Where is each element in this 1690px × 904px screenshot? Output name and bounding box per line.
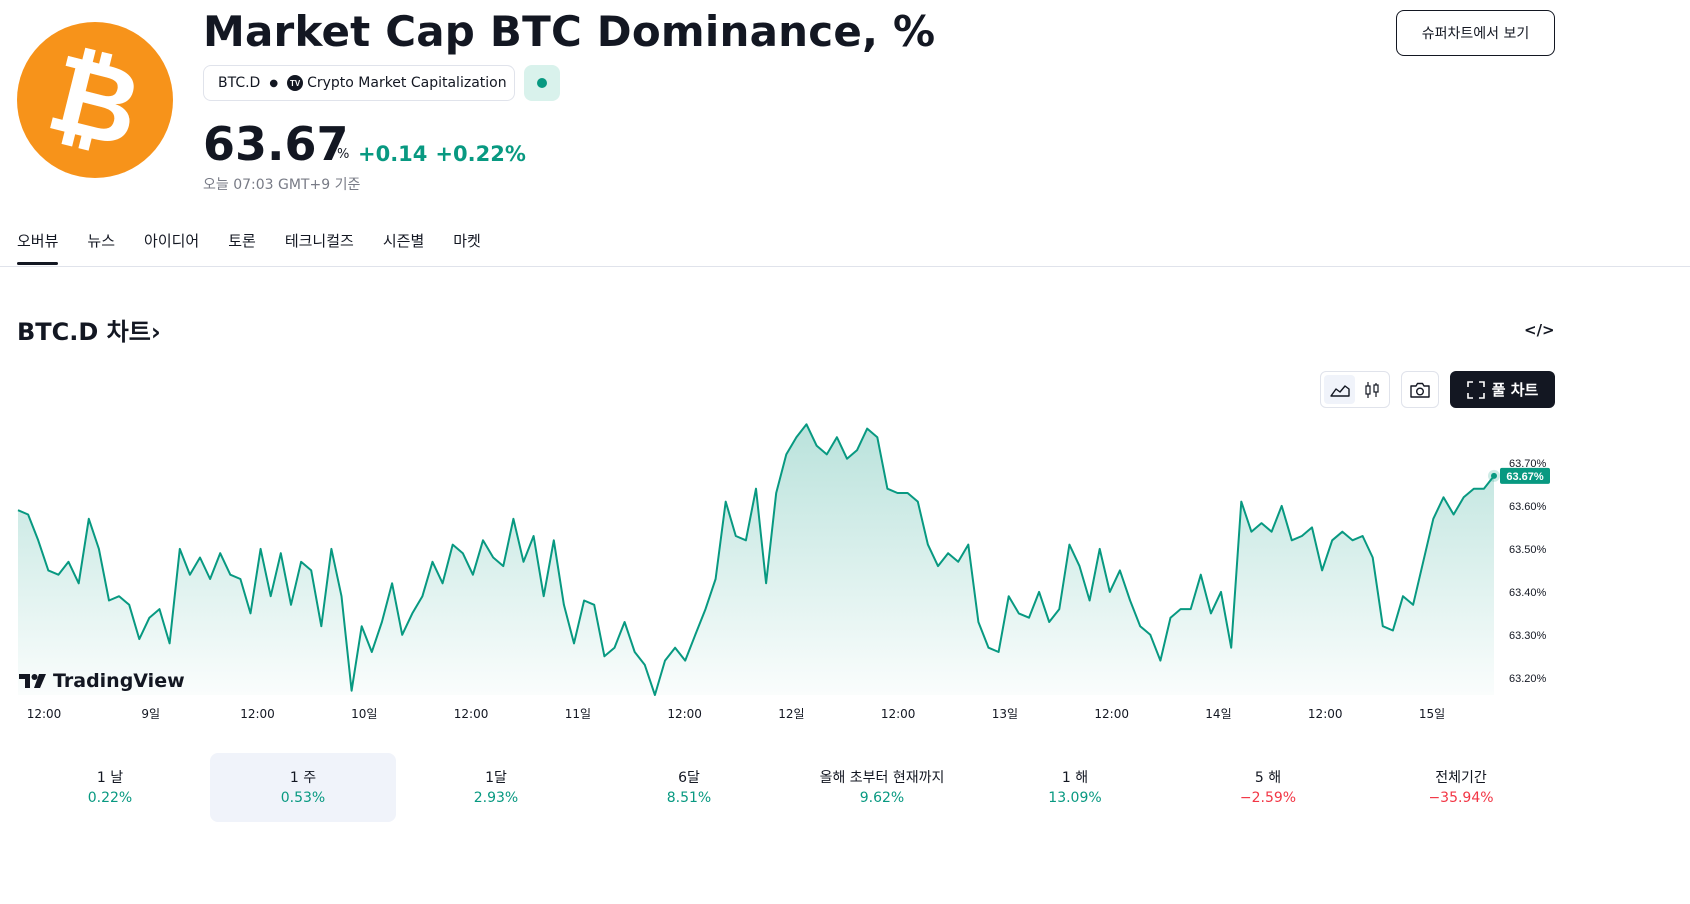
- full-chart-label: 풀 차트: [1491, 381, 1539, 399]
- x-tick-label: 11일: [565, 707, 591, 721]
- price-unit: %: [337, 147, 350, 162]
- period-7[interactable]: 전체기간 −35.94%: [1368, 753, 1554, 822]
- camera-icon: [1410, 382, 1430, 398]
- y-tick-label: 63.60%: [1509, 501, 1547, 513]
- x-tick-label: 12일: [778, 707, 804, 721]
- supercharts-button[interactable]: 슈퍼차트에서 보기: [1396, 10, 1555, 56]
- period-value: −2.59%: [1239, 790, 1297, 806]
- area-chart-icon: [1329, 384, 1350, 397]
- period-0[interactable]: 1 날 0.22%: [17, 753, 203, 822]
- x-tick-label: 9일: [141, 707, 160, 721]
- period-label: 5 해: [1254, 770, 1282, 786]
- period-label: 1 주: [289, 770, 317, 786]
- period-4[interactable]: 올해 초부터 현재까지 9.62%: [789, 753, 975, 822]
- period-value: 0.53%: [280, 790, 326, 806]
- tabs-divider: [0, 266, 1690, 267]
- price-change: +0.14 +0.22%: [358, 140, 526, 168]
- period-label: 1달: [485, 770, 507, 786]
- watermark-text: TradingView: [53, 670, 185, 692]
- period-value: −35.94%: [1428, 790, 1494, 806]
- as-of-time: 오늘 07:03 GMT+9 기준: [203, 177, 361, 193]
- x-tick-label: 14일: [1205, 707, 1231, 721]
- chart-type-toggle: [1320, 371, 1390, 408]
- snapshot-button[interactable]: [1401, 371, 1439, 408]
- tradingview-icon: TV: [287, 75, 304, 91]
- period-value: 9.62%: [859, 790, 905, 806]
- tab-seasonals[interactable]: 시즌별: [382, 232, 425, 250]
- period-value: 2.93%: [473, 790, 519, 806]
- svg-text:₿: ₿: [37, 30, 153, 173]
- price-chart[interactable]: 63.20% 63.30% 63.40% 63.50% 63.60% 63.70%63.6…: [0, 420, 1560, 730]
- y-tick-label: 63.20%: [1509, 673, 1547, 685]
- full-chart-button[interactable]: 풀 차트: [1450, 371, 1555, 408]
- bitcoin-logo-icon: ₿: [17, 22, 173, 178]
- tab-ideas[interactable]: 아이디어: [144, 232, 200, 250]
- period-label: 6달: [678, 770, 700, 786]
- x-tick-label: 10일: [351, 707, 377, 721]
- area-chart-button[interactable]: [1324, 375, 1355, 404]
- period-label: 1 해: [1061, 770, 1089, 786]
- period-6[interactable]: 5 해 −2.59%: [1175, 753, 1361, 822]
- tradingview-watermark: TradingView: [19, 670, 185, 692]
- x-tick-label: 12:00: [1308, 707, 1343, 721]
- price-value: 63.67: [203, 117, 349, 171]
- change-pct: +0.22%: [435, 142, 526, 166]
- candles-chart-button[interactable]: [1356, 375, 1387, 404]
- x-tick-label: 12:00: [881, 707, 916, 721]
- chart-section-title[interactable]: BTC.D 차트›: [17, 312, 161, 347]
- x-tick-label: 12:00: [240, 707, 275, 721]
- period-label: 올해 초부터 현재까지: [819, 770, 945, 786]
- x-tick-label: 12:00: [454, 707, 489, 721]
- performance-periods: 1 날 0.22% 1 주 0.53% 1달 2.93% 6달 8.51% 올해 초부터 현재까…: [17, 753, 1553, 822]
- y-tick-label: 63.40%: [1509, 587, 1547, 599]
- market-status-badge[interactable]: [524, 65, 560, 101]
- tab-markets[interactable]: 마켓: [453, 232, 481, 250]
- tab-news[interactable]: 뉴스: [87, 232, 116, 250]
- period-label: 전체기간: [1435, 770, 1487, 786]
- last-value-label: 63.67%: [1506, 471, 1544, 483]
- period-1[interactable]: 1 주 0.53%: [210, 753, 396, 822]
- y-tick-label: 63.50%: [1509, 544, 1547, 556]
- period-value: 13.09%: [1048, 790, 1102, 806]
- x-tick-label: 15일: [1419, 707, 1445, 721]
- symbol-ticker: BTC.D: [218, 75, 261, 91]
- x-tick-label: 12:00: [1094, 707, 1129, 721]
- tab-overview[interactable]: 오버뷰: [17, 230, 59, 265]
- x-tick-label: 12:00: [27, 707, 62, 721]
- series-line: [17, 423, 1495, 696]
- candlestick-icon: [1364, 381, 1379, 398]
- x-tick-label: 12:00: [667, 707, 702, 721]
- x-tick-label: 13일: [992, 707, 1018, 721]
- symbol-info[interactable]: BTC.D ● TV Crypto Market Capitalization: [203, 65, 515, 101]
- live-dot-icon: [537, 78, 547, 88]
- period-label: 1 날: [96, 770, 124, 786]
- fullscreen-icon: [1466, 380, 1485, 399]
- tradingview-logo-icon: [19, 674, 46, 688]
- tab-technicals[interactable]: 테크니컬즈: [284, 232, 354, 250]
- period-3[interactable]: 6달 8.51%: [596, 753, 782, 822]
- period-value: 8.51%: [666, 790, 712, 806]
- y-tick-label: 63.30%: [1509, 630, 1547, 642]
- page-title: Market Cap BTC Dominance, %: [203, 7, 936, 56]
- period-5[interactable]: 1 해 13.09%: [982, 753, 1168, 822]
- change-abs: +0.14: [358, 142, 428, 166]
- period-value: 0.22%: [87, 790, 133, 806]
- separator-dot: ●: [269, 77, 279, 89]
- last-value-tag: [1500, 467, 1550, 484]
- symbol-source: Crypto Market Capitalization: [307, 75, 507, 91]
- code-embed-icon[interactable]: </>: [1524, 321, 1555, 339]
- last-point: [1491, 472, 1497, 479]
- chart-section-title-text: BTC.D 차트: [17, 318, 151, 346]
- period-2[interactable]: 1달 2.93%: [403, 753, 589, 822]
- series-area: [18, 424, 1494, 695]
- y-tick-label: 63.70%: [1509, 458, 1547, 470]
- tab-discussion[interactable]: 토론: [228, 232, 256, 250]
- nav-tabs: 오버뷰 뉴스 아이디어 토론 테크니컬즈 시즌별 마켓: [17, 230, 481, 265]
- chevron-right-icon: ›: [150, 318, 161, 346]
